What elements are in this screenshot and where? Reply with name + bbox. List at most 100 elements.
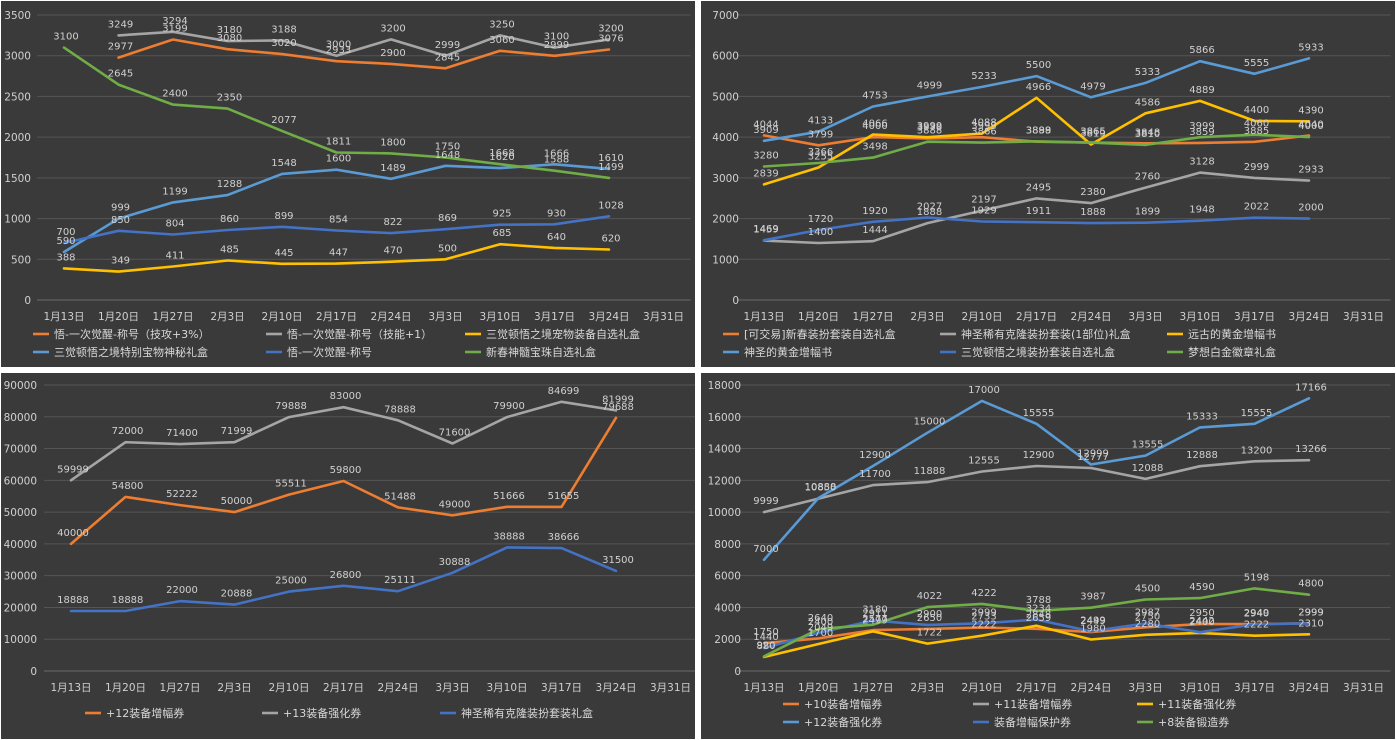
legend-label: 悟-一次觉醒-称号（技攻+3%） (54, 327, 210, 341)
data-label: 51666 (493, 491, 525, 502)
legend-label: [可交易]新春装扮套装自选礼盒 (744, 327, 896, 341)
data-label: 59999 (57, 464, 89, 475)
series-line-5 (62, 46, 611, 180)
data-label: 3810 (1135, 129, 1160, 140)
data-label: 2839 (753, 168, 778, 179)
data-label: 2027 (917, 201, 942, 212)
data-label: 2499 (1080, 615, 1105, 626)
legend-label: +12装备强化券 (804, 715, 882, 729)
data-label: 3060 (489, 35, 514, 46)
y-tick-label: 12000 (708, 475, 741, 487)
x-tick-label: 1月20日 (98, 311, 139, 323)
legend-label: +12装备增幅券 (106, 706, 184, 720)
data-label: 12888 (1186, 450, 1218, 461)
data-label: 3234 (1026, 604, 1051, 615)
data-label: 1811 (326, 137, 351, 148)
data-label: 4066 (862, 118, 887, 129)
x-tick-label: 3月10日 (1179, 682, 1220, 694)
data-label: 3128 (1189, 157, 1214, 168)
data-label: 3200 (598, 23, 623, 34)
data-label: 2310 (1298, 618, 1323, 629)
legend-label: 悟-一次觉醒-称号（技能+1） (287, 327, 432, 341)
data-label: 12999 (1077, 448, 1109, 459)
data-label: 1700 (808, 628, 833, 639)
data-label: 55511 (275, 479, 307, 490)
y-tick-label: 16000 (708, 412, 741, 424)
data-label: 3255 (808, 151, 833, 162)
data-label: 4133 (808, 116, 833, 127)
data-label: 12555 (968, 456, 1000, 467)
series-line-2 (762, 96, 1311, 186)
data-label: 1548 (271, 158, 296, 169)
data-label: 2022 (1244, 202, 1269, 213)
data-label: 822 (383, 217, 402, 228)
x-tick-label: 1月20日 (798, 311, 839, 323)
series-line-1 (117, 30, 611, 58)
y-tick-label: 2000 (714, 634, 741, 646)
y-tick-label: 2000 (4, 132, 31, 144)
chart-panel-bottom-left: 0 10000 20000 30000 40000 50000 60000 70000 8000… (1, 373, 695, 739)
x-tick-label: 2月10日 (261, 311, 302, 323)
data-label: 1722 (917, 628, 942, 639)
y-tick-label: 4000 (712, 132, 739, 144)
data-label: 3885 (1244, 126, 1269, 137)
data-label: 3294 (162, 16, 187, 27)
x-tick-label: 2月24日 (1070, 682, 1111, 694)
y-tick-label: 1000 (4, 214, 31, 226)
data-label: 930 (547, 208, 566, 219)
data-label: 1666 (544, 148, 569, 159)
data-label: 2350 (217, 93, 242, 104)
series-line-5 (762, 133, 1311, 168)
data-label: 49000 (439, 499, 471, 510)
data-label: 3100 (544, 32, 569, 43)
y-tick-label: 30000 (4, 571, 37, 583)
data-label: 2400 (162, 89, 187, 100)
data-label: 1199 (162, 186, 187, 197)
data-label: 3819 (1080, 129, 1105, 140)
y-tick-label: 2000 (712, 214, 739, 226)
data-label: 3859 (1189, 127, 1214, 138)
x-tick-label: 3月31日 (1343, 311, 1384, 323)
data-label: 2848 (1026, 610, 1051, 621)
data-label: 2949 (1244, 608, 1269, 619)
x-tick-label: 3月31日 (1343, 682, 1384, 694)
legend-label: +11装备增幅券 (994, 697, 1072, 711)
data-label: 1899 (1135, 207, 1160, 218)
data-label: 640 (547, 232, 566, 243)
data-label: 3188 (271, 24, 296, 35)
data-label: 2999 (1298, 607, 1323, 618)
data-label: 1948 (1189, 205, 1214, 216)
y-tick-label: 90000 (4, 380, 37, 392)
x-tick-label: 3月31日 (643, 311, 684, 323)
data-label: 12088 (1132, 463, 1164, 474)
x-tick-label: 1月13日 (50, 682, 91, 694)
x-tick-label: 3月10日 (486, 682, 527, 694)
data-label: 880 (756, 641, 775, 652)
data-label: 4000 (862, 121, 887, 132)
data-label: 2999 (1244, 162, 1269, 173)
x-tick-label: 3月24日 (588, 311, 629, 323)
legend-label: 梦想白金徽章礼盒 (1188, 345, 1276, 359)
series-line-5 (762, 587, 1311, 658)
y-tick-label: 80000 (4, 412, 37, 424)
data-label: 1600 (326, 154, 351, 165)
data-label: 3999 (1189, 121, 1214, 132)
data-label: 4022 (917, 591, 942, 602)
data-label: 2499 (862, 615, 887, 626)
y-tick-label: 1000 (712, 254, 739, 266)
data-label: 2999 (971, 607, 996, 618)
data-label: 5198 (1244, 572, 1269, 583)
data-label: 1750 (753, 627, 778, 638)
data-label: 850 (111, 215, 130, 226)
data-label: 2750 (1135, 611, 1160, 622)
y-tick-label: 3000 (712, 173, 739, 185)
data-label: 18888 (112, 595, 144, 606)
data-label: 3200 (380, 23, 405, 34)
series-line-0 (762, 622, 1311, 645)
data-label: 30888 (439, 557, 471, 568)
data-label: 13266 (1295, 444, 1327, 455)
x-tick-label: 1月27日 (152, 311, 193, 323)
x-tick-label: 3月3日 (1128, 311, 1162, 323)
data-label: 4040 (1298, 120, 1323, 131)
data-label: 854 (329, 214, 348, 225)
